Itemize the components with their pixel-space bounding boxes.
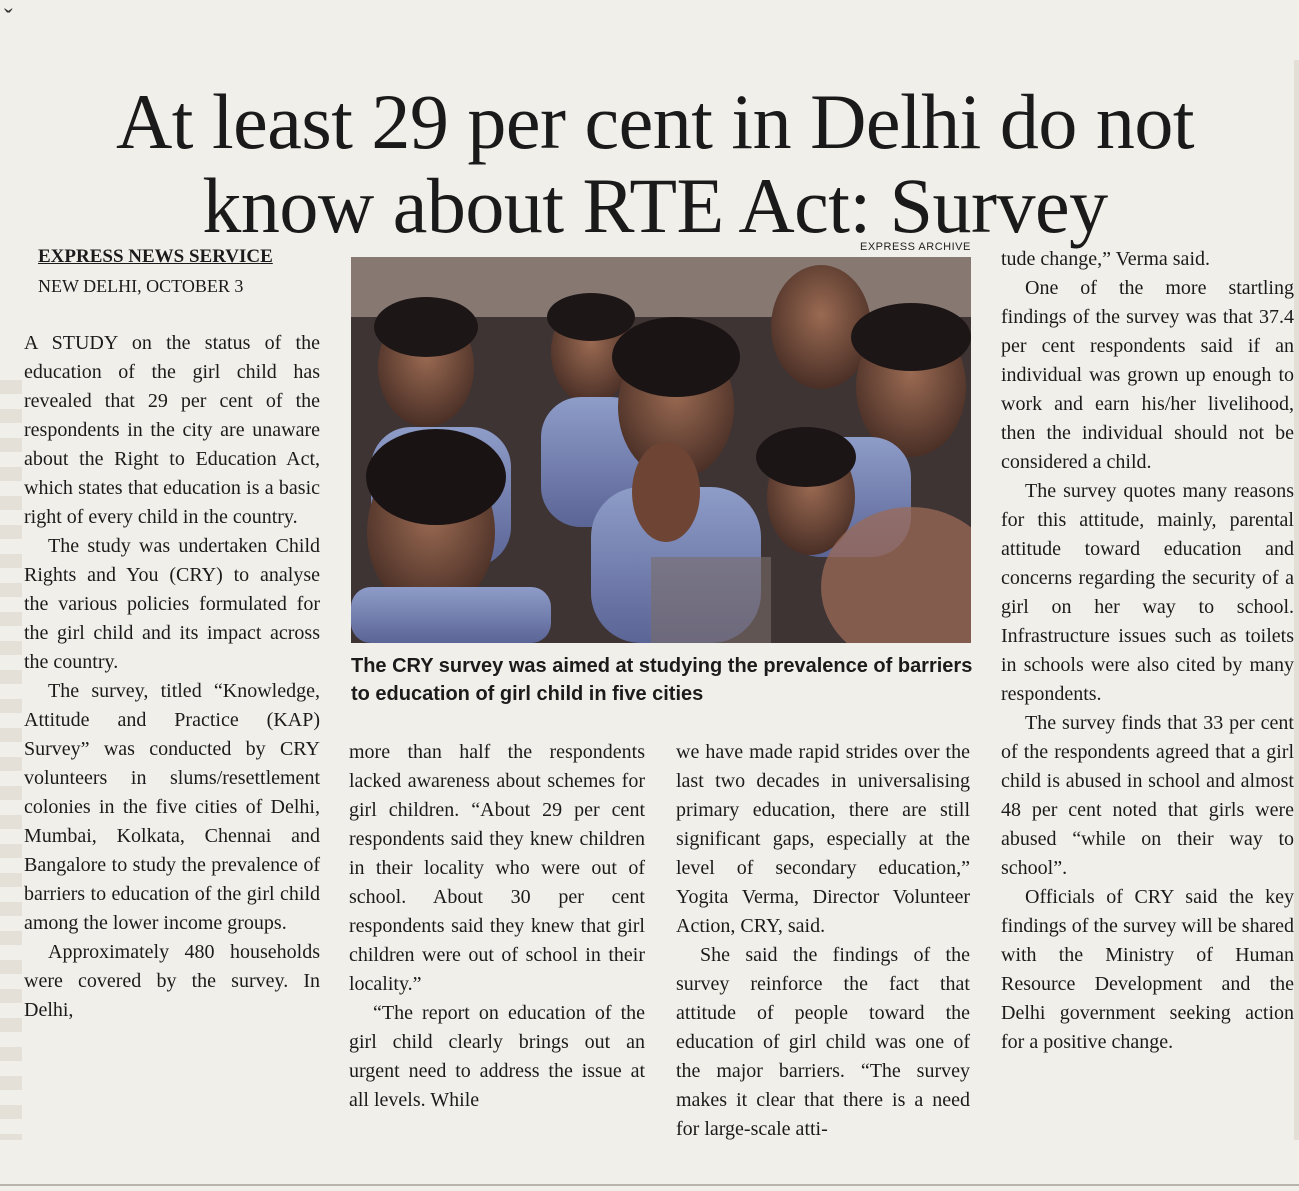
photo-caption: The CRY survey was aimed at studying the… bbox=[351, 655, 973, 705]
background-bleed-right bbox=[1294, 60, 1299, 1140]
paragraph: A STUDY on the status of the education o… bbox=[24, 332, 320, 528]
corner-pen-mark: ˇ bbox=[4, 4, 13, 33]
article-column-3: we have made rapid strides over the last… bbox=[676, 738, 970, 1144]
paragraph: “The report on education of the girl chi… bbox=[349, 1002, 645, 1111]
article-column-2: more than half the respondents lacked aw… bbox=[349, 738, 645, 1115]
photo-credit: EXPRESS ARCHIVE bbox=[860, 241, 971, 253]
top-rule bbox=[0, 1184, 1299, 1186]
news-photo bbox=[351, 257, 971, 643]
byline-service: EXPRESS NEWS SERVICE bbox=[38, 246, 273, 267]
paragraph: Officials of CRY said the key findings o… bbox=[1001, 886, 1294, 1053]
paragraph: more than half the respondents lacked aw… bbox=[349, 741, 645, 995]
paragraph: Approximately 480 households were covere… bbox=[24, 941, 320, 1021]
article-column-4: tude change,” Verma said. One of the mor… bbox=[1001, 245, 1294, 1057]
paragraph: She said the findings of the survey rein… bbox=[676, 944, 970, 1140]
byline-dateline: NEW DELHI, OCTOBER 3 bbox=[38, 276, 244, 296]
paragraph: we have made rapid strides over the last… bbox=[676, 741, 970, 937]
paragraph: The study was undertaken Child Rights an… bbox=[24, 535, 320, 673]
paragraph: tude change,” Verma said. bbox=[1001, 248, 1210, 270]
schoolgirls-photo-illustration bbox=[351, 257, 971, 643]
background-bleed-left bbox=[0, 380, 22, 1140]
paragraph: The survey, titled “Knowledge, Attitude … bbox=[24, 680, 320, 934]
paragraph: One of the more startling findings of th… bbox=[1001, 277, 1294, 473]
paragraph: The survey quotes many reasons for this … bbox=[1001, 480, 1294, 705]
headline: At least 29 per cent in Delhi do not kno… bbox=[115, 78, 1195, 250]
paragraph: The survey finds that 33 per cent of the… bbox=[1001, 712, 1294, 879]
article-column-1: A STUDY on the status of the education o… bbox=[24, 329, 320, 1025]
